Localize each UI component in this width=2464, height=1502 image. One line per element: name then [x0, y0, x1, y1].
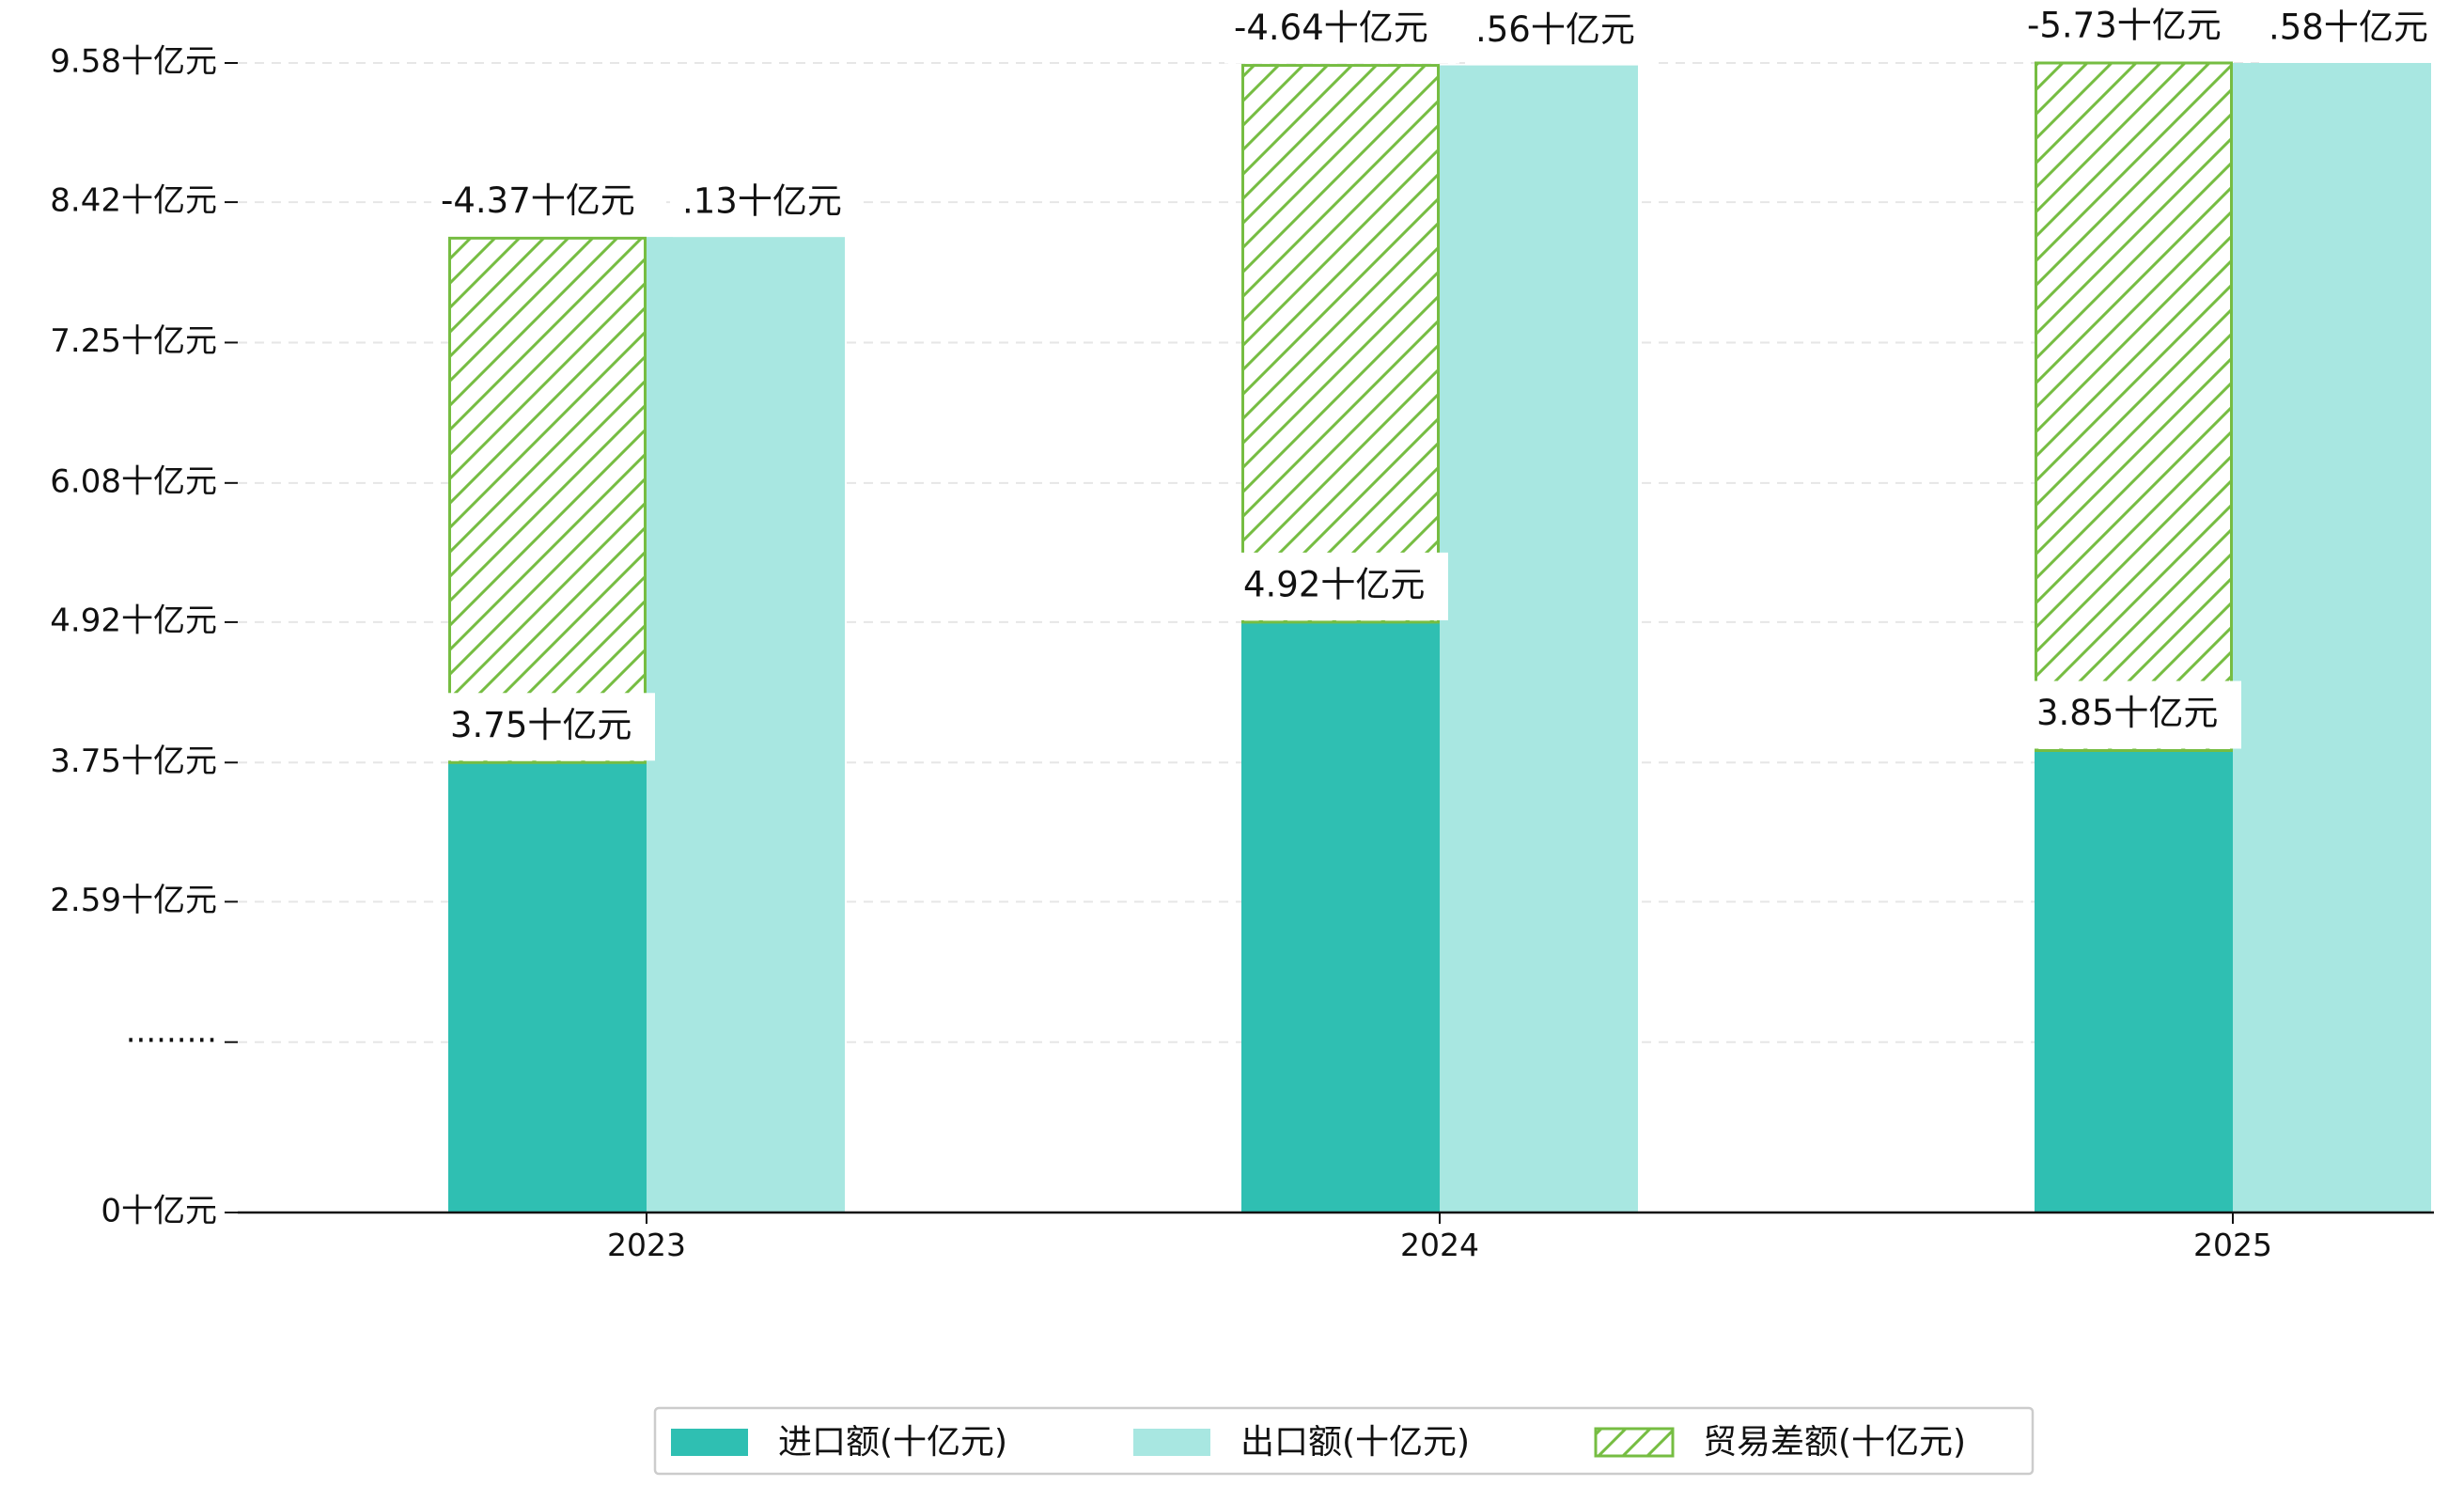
export-value-label: .58十亿元	[2269, 8, 2428, 48]
y-tick-label: 4.92十亿元	[50, 602, 217, 639]
export-bar	[1440, 65, 1638, 1213]
balance-bar	[448, 236, 647, 764]
data-labels: 3.75十亿元 -4.37十亿元 .13十亿元 4.92十亿元 -4.64十亿元 .56十…	[431, 0, 2447, 761]
import-bar	[1241, 621, 1440, 1213]
y-tick-label: 6.08十亿元	[50, 462, 217, 500]
x-tick-label: 2025	[2193, 1227, 2272, 1263]
legend-import-swatch	[671, 1429, 748, 1456]
y-tick-label: 0十亿元	[101, 1193, 217, 1230]
import-bar	[2035, 750, 2233, 1213]
balance-value-label-bg	[1224, 0, 1459, 64]
legend[interactable]: 进口额(十亿元) 出口额(十亿元) 贸易差额(十亿元)	[653, 1406, 2035, 1476]
legend-balance-swatch	[1594, 1427, 1675, 1458]
x-tick-label: 2023	[607, 1227, 686, 1263]
legend-box	[653, 1406, 2035, 1476]
legend-balance-label: 贸易差额(十亿元)	[1703, 1423, 1966, 1462]
balance-value-label: -4.37十亿元	[441, 180, 635, 221]
legend-import-label: 进口额(十亿元)	[778, 1423, 1007, 1462]
balance-bar	[2035, 61, 2233, 753]
legend-export-swatch	[1133, 1429, 1210, 1456]
y-tick-label: ·········	[126, 1022, 217, 1059]
x-axis: 2023 2024 2025	[238, 1211, 2434, 1263]
import-value-label: 3.75十亿元	[450, 705, 632, 745]
import-value-label-bg	[441, 693, 655, 761]
balance-value-label: -4.64十亿元	[1234, 8, 1428, 48]
y-tick-label: 9.58十亿元	[50, 43, 217, 81]
legend-export-label: 出口额(十亿元)	[1240, 1423, 1470, 1462]
export-value-label: .13十亿元	[682, 181, 842, 222]
export-bar	[2233, 63, 2431, 1213]
export-bar	[647, 237, 845, 1213]
import-value-label: 4.92十亿元	[1243, 564, 1425, 604]
y-tick-label: 2.59十亿元	[50, 882, 217, 919]
import-bar	[448, 762, 647, 1213]
export-value-label-bg	[2259, 0, 2447, 63]
balance-value-label: -5.73十亿元	[2027, 6, 2222, 46]
import-value-label-bg	[1234, 552, 1448, 620]
balance-value-label-bg	[2018, 0, 2253, 61]
balance-value-label-bg	[431, 168, 666, 237]
bars	[448, 61, 2431, 1213]
export-value-label-bg	[673, 169, 861, 238]
y-axis: 0十亿元 ········· 2.59十亿元 3.75十亿元 4.92十亿元 6.08十亿…	[50, 43, 238, 1230]
export-value-label-bg	[1466, 0, 1654, 66]
x-tick-label: 2024	[1400, 1227, 1479, 1263]
import-value-label-bg	[2027, 681, 2241, 749]
balance-bar	[1241, 64, 1440, 624]
y-tick-label: 7.25十亿元	[50, 322, 217, 360]
import-value-label: 3.85十亿元	[2036, 693, 2218, 733]
y-tick-label: 8.42十亿元	[50, 182, 217, 220]
y-tick-label: 3.75十亿元	[50, 743, 217, 780]
export-value-label: .56十亿元	[1475, 9, 1635, 50]
